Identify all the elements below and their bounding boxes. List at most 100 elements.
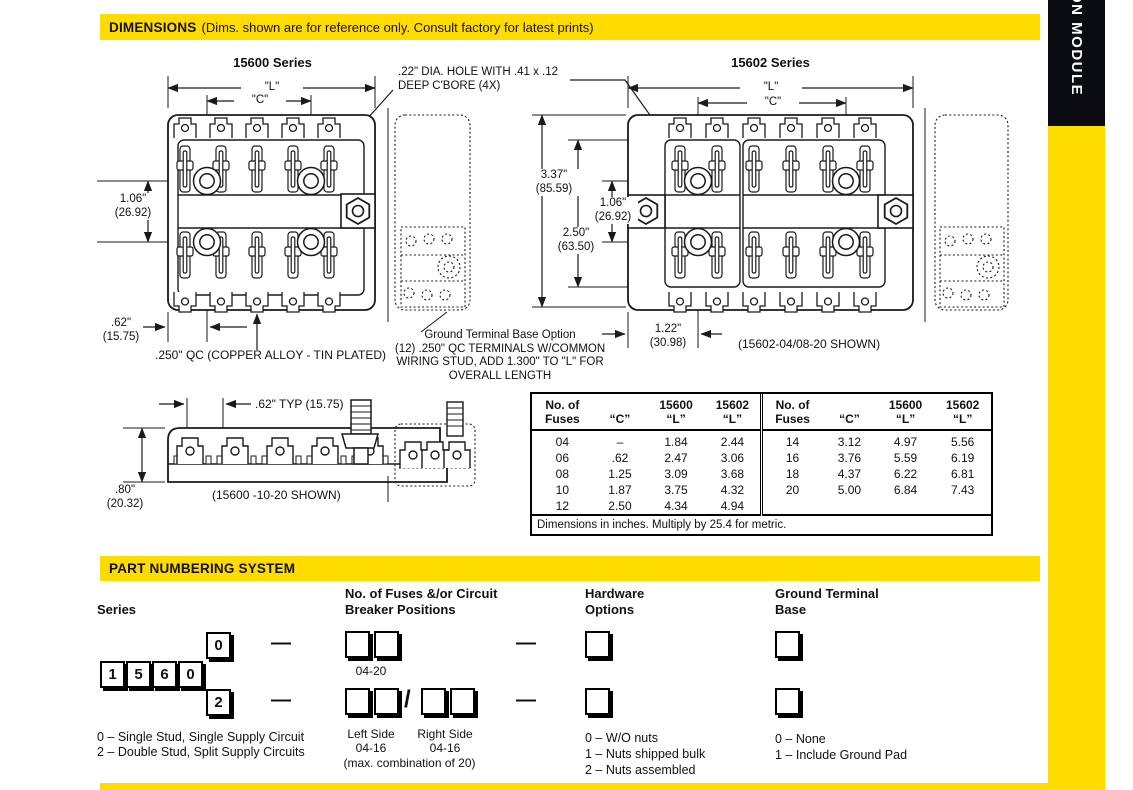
dim-337-in: 3.37" bbox=[540, 169, 568, 181]
series-legend-2: 2 – Double Stud, Split Supply Circuits bbox=[97, 745, 305, 759]
ground-base-box bbox=[775, 688, 800, 715]
cell: 3.12 bbox=[837, 435, 862, 449]
series-digit-box-4: 0 bbox=[178, 661, 203, 688]
accent-bar-right bbox=[1048, 126, 1105, 790]
fuse-block-body-15602 bbox=[627, 114, 914, 313]
series-digit-box-3: 6 bbox=[152, 661, 177, 688]
series-legend-0: 0 – Single Stud, Single Supply Circuit bbox=[97, 730, 305, 744]
cell: 6.81 bbox=[951, 467, 975, 481]
cell bbox=[759, 498, 823, 515]
cell: 4.34 bbox=[664, 499, 688, 513]
cell: 1.25 bbox=[608, 467, 632, 481]
cell: 3.06 bbox=[720, 451, 745, 465]
separator-dash: — bbox=[516, 689, 536, 711]
dim-106-mm: (26.92) bbox=[594, 210, 632, 223]
table-header-row: No. of Fuses “C” 15600 “L” 15602 “L” No. of… bbox=[532, 394, 991, 431]
fuse-count-box-right bbox=[421, 688, 446, 715]
hdr-15600: 15600 bbox=[888, 398, 923, 412]
side-tab-label: ON MODULE bbox=[1068, 0, 1085, 97]
dim-L-15602: "L" bbox=[740, 81, 802, 95]
cell: 06 bbox=[555, 451, 569, 465]
ground-note-line1: Ground Terminal Base Option bbox=[424, 329, 576, 341]
ground-base-box bbox=[775, 631, 800, 658]
cell: 7.43 bbox=[951, 483, 975, 497]
ground-legend-0: 0 – None bbox=[775, 732, 826, 746]
drawing-15602 bbox=[532, 76, 1009, 348]
cell: 6.84 bbox=[893, 483, 918, 497]
qc-note: .250" QC (COPPER ALLOY - TIN PLATED) bbox=[155, 348, 386, 362]
cell: 5.59 bbox=[893, 451, 918, 465]
ground-terminal-note: Ground Terminal Base Option (12) .250" Q… bbox=[386, 329, 614, 383]
table-row: 10 1.87 3.75 4.32 20 5.00 6.84 7.43 bbox=[532, 482, 991, 498]
cell: 1.84 bbox=[664, 435, 688, 449]
drawing-side-view bbox=[123, 398, 476, 502]
dim-122-in: 1.22" bbox=[654, 323, 682, 335]
hole-note-line2: DEEP C'BORE (4X) bbox=[398, 79, 501, 92]
column-header-ground-1: Ground Terminal bbox=[775, 586, 879, 601]
cell: 08 bbox=[555, 467, 569, 481]
col-header-fuses: No. of Fuses bbox=[759, 394, 823, 431]
dimensions-table: No. of Fuses “C” 15600 “L” 15602 “L” No. of… bbox=[530, 392, 993, 536]
dim-106-in: 1.06" bbox=[599, 197, 627, 209]
slash-separator: / bbox=[404, 686, 411, 713]
part-numbering-title: PART NUMBERING SYSTEM bbox=[109, 561, 296, 576]
hardware-legend-2: 2 – Nuts assembled bbox=[585, 763, 696, 777]
drawing-15600 bbox=[97, 76, 471, 350]
dim-122: 1.22" (30.98) bbox=[643, 323, 693, 350]
hdr-no-of: No. of bbox=[775, 398, 810, 412]
series-digit-box-1: 1 bbox=[100, 661, 125, 688]
col-header-15602: 15602 “L” bbox=[704, 394, 762, 431]
dimensions-title: DIMENSIONS bbox=[109, 19, 197, 35]
dim-62-15600: .62" (15.75) bbox=[95, 317, 147, 344]
cell: 4.97 bbox=[893, 435, 918, 449]
fuse-count-box-left bbox=[345, 688, 370, 715]
column-header-series: Series bbox=[97, 602, 137, 617]
dim-106-in: 1.06" bbox=[119, 193, 147, 205]
dim-337-mm: (85.59) bbox=[535, 182, 573, 195]
table-footnote-row: Dimensions in inches. Multiply by 25.4 f… bbox=[532, 514, 991, 534]
fuse-range-top: 04-20 bbox=[355, 664, 387, 678]
dim-106-15602: 1.06" (26.92) bbox=[588, 197, 638, 224]
col-header-c: “C” bbox=[592, 394, 648, 431]
hdr-15602: 15602 bbox=[945, 398, 980, 412]
cell: 2.47 bbox=[664, 451, 688, 465]
separator-dash: — bbox=[516, 632, 536, 654]
cell bbox=[877, 498, 935, 515]
series-variant-box-2: 2 bbox=[206, 689, 231, 716]
hdr-no-of: No. of bbox=[545, 398, 580, 412]
stud-nut-right-icon bbox=[877, 194, 914, 229]
dim-62typ: .62" TYP (15.75) bbox=[255, 397, 344, 411]
dim-C-15600: "C" bbox=[234, 94, 286, 108]
hdr-l2: “L” bbox=[722, 412, 743, 426]
hole-note-line1: .22" DIA. HOLE WITH .41 x .12 bbox=[398, 66, 559, 78]
cell bbox=[934, 498, 991, 515]
separator-dash: — bbox=[271, 689, 291, 711]
right-side-label: Right Side bbox=[417, 727, 473, 741]
dim-250-mm: (63.50) bbox=[557, 240, 595, 253]
accent-bar-bottom bbox=[100, 783, 1105, 790]
cell: 10 bbox=[555, 483, 569, 497]
dim-250: 2.50" (63.50) bbox=[550, 227, 602, 254]
right-side-range: 04-16 bbox=[429, 741, 461, 755]
table-row: 08 1.25 3.09 3.68 18 4.37 6.22 6.81 bbox=[532, 466, 991, 482]
fuse-count-box-right bbox=[450, 688, 475, 715]
cell: 14 bbox=[759, 430, 823, 450]
dim-106-mm: (26.92) bbox=[114, 206, 152, 219]
hdr-fuses: Fuses bbox=[544, 412, 580, 426]
column-header-hardware-1: Hardware bbox=[585, 586, 645, 601]
shown-note-15602: (15602-04/08-20 SHOWN) bbox=[738, 337, 881, 351]
title-15602: 15602 Series bbox=[731, 55, 810, 70]
column-header-fuses-2: Breaker Positions bbox=[345, 602, 456, 617]
dim-122-mm: (30.98) bbox=[649, 336, 687, 349]
table-footnote: Dimensions in inches. Multiply by 25.4 f… bbox=[532, 514, 991, 534]
cell: 04 bbox=[555, 435, 569, 449]
cell: 3.09 bbox=[664, 467, 688, 481]
cell: 5.56 bbox=[951, 435, 975, 449]
hardware-legend-0: 0 – W/O nuts bbox=[585, 731, 658, 745]
column-header-fuses-1: No. of Fuses &/or Circuit bbox=[345, 586, 498, 601]
dimensions-note: (Dims. shown are for reference only. Con… bbox=[201, 19, 594, 35]
dim-L-15600: "L" bbox=[241, 81, 303, 95]
cell: – bbox=[616, 435, 624, 449]
cell: 5.00 bbox=[837, 483, 862, 497]
cell bbox=[822, 498, 877, 515]
